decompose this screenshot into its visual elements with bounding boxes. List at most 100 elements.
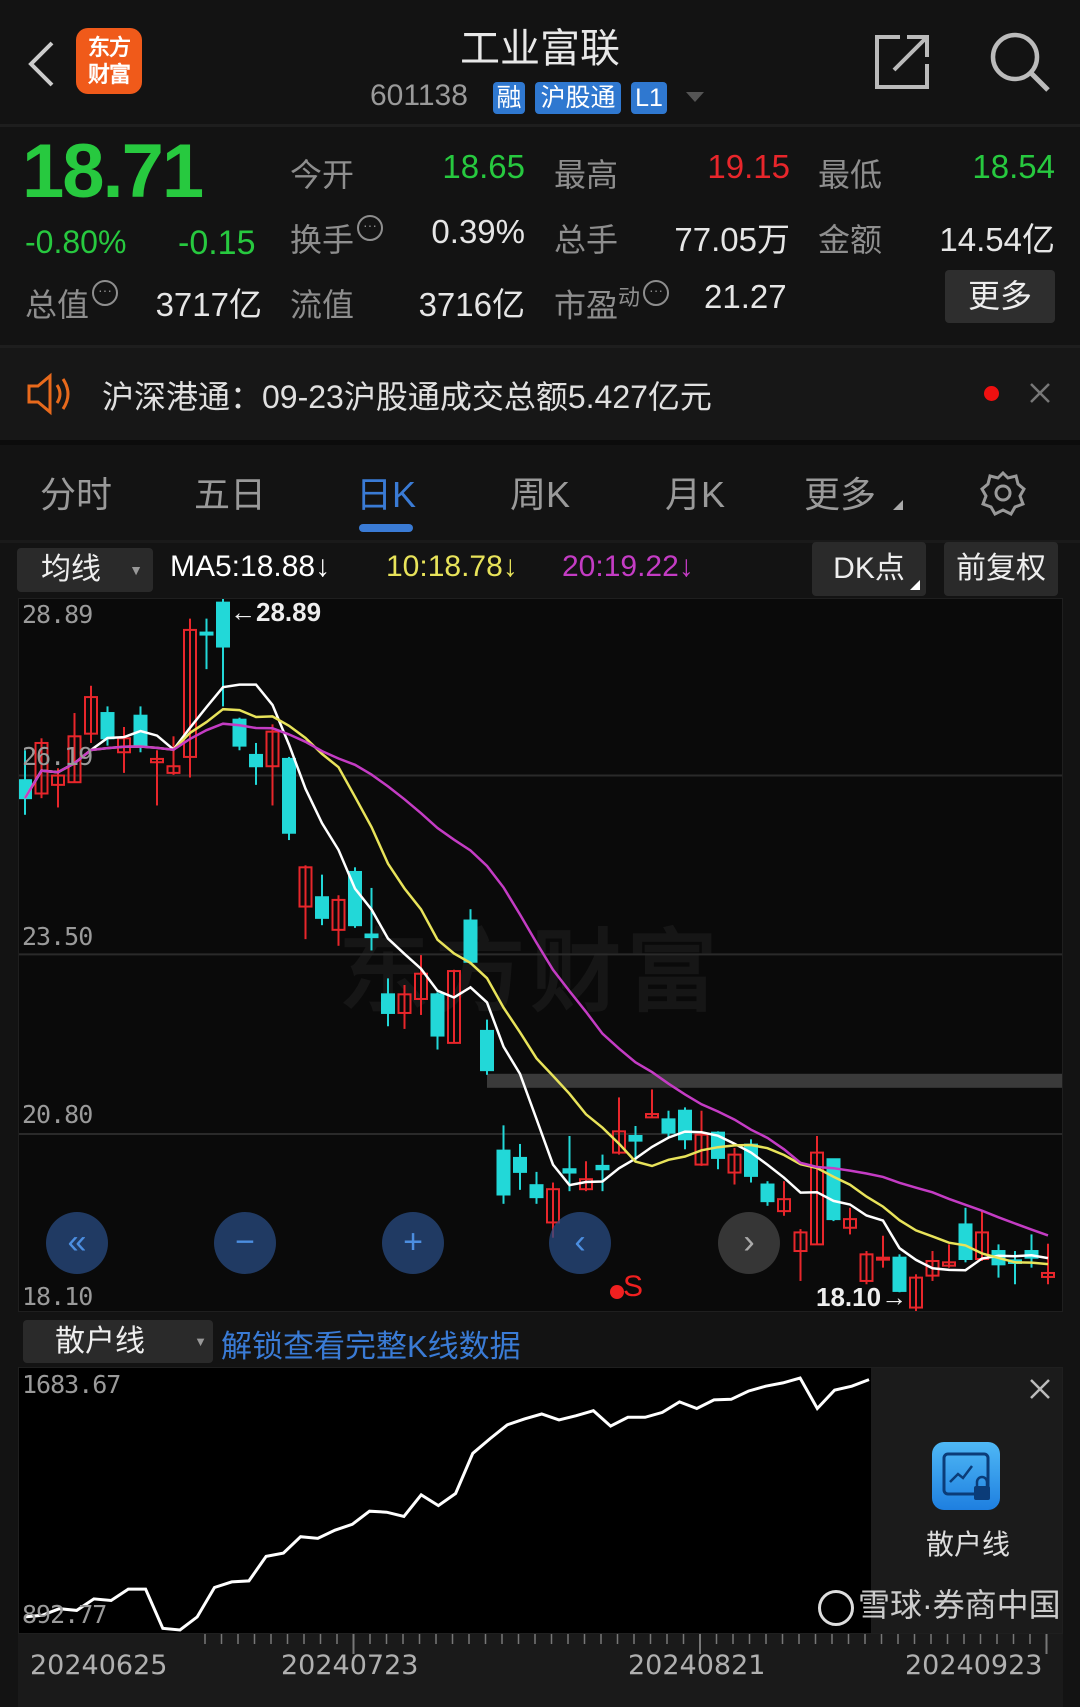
candle-body <box>876 1256 890 1261</box>
turnover-label: 换手 ··· <box>290 215 384 261</box>
sub-chart[interactable] <box>18 1367 1063 1634</box>
share-icon[interactable] <box>872 32 934 92</box>
candle-body <box>562 1168 577 1174</box>
notice-bar[interactable]: 沪深港通：09-23沪股通成交总额5.427亿元 <box>0 348 1080 440</box>
x-tick-label: 20240821 <box>628 1650 766 1681</box>
corner-triangle-icon <box>910 580 920 590</box>
turnover-label-text: 换手 <box>290 222 355 258</box>
candle-body <box>166 765 181 774</box>
candle-body <box>265 730 280 768</box>
pe-label-text: 市盈 <box>554 287 619 324</box>
candle-body <box>942 1261 956 1267</box>
logo-text: 东方财富 <box>87 35 131 87</box>
unlock-link[interactable]: 解锁查看完整K线数据 <box>221 1329 521 1364</box>
sell-signal-dot <box>610 1285 624 1299</box>
ma5-line <box>23 683 1049 1272</box>
candle-body <box>447 970 461 1044</box>
badge-margin[interactable]: 融 <box>493 82 525 114</box>
candle-body <box>100 712 115 740</box>
candle-body <box>628 1134 643 1142</box>
scroll-to-start-button[interactable]: « <box>46 1212 108 1274</box>
tab-monthly-k[interactable]: 月K <box>664 474 726 515</box>
mktcap-label-text: 总值 <box>25 287 90 323</box>
candle-body <box>661 1118 676 1134</box>
candle-body <box>546 1188 560 1224</box>
candle-body <box>892 1256 907 1292</box>
scroll-left-button[interactable]: ‹ <box>549 1212 611 1274</box>
current-price: 18.71 <box>22 129 204 214</box>
zoom-in-button[interactable]: + <box>382 1212 444 1274</box>
tab-five-day[interactable]: 五日 <box>193 474 267 515</box>
double-chevron-left-icon: « <box>67 1223 87 1261</box>
sub-y-axis-label: 892.77 <box>22 1600 107 1629</box>
x-tick-label: 20240625 <box>30 1650 168 1681</box>
indicator-dropdown[interactable]: 均线 ▼ <box>17 548 153 592</box>
candle-body <box>34 741 49 795</box>
badge-connect[interactable]: 沪股通 <box>535 82 621 114</box>
candle-body <box>232 718 247 747</box>
turnover-value: 0.39% <box>431 213 525 250</box>
low-label: 最低 <box>818 157 883 193</box>
stock-code: 601138 <box>370 79 468 112</box>
tab-more[interactable]: 更多 <box>803 474 877 515</box>
zoom-out-button[interactable]: − <box>214 1212 276 1274</box>
candle-body <box>529 1184 544 1199</box>
tab-daily-k[interactable]: 日K <box>355 474 417 515</box>
candle-body <box>727 1153 742 1174</box>
close-icon[interactable] <box>1029 1378 1051 1400</box>
close-icon[interactable] <box>1029 382 1051 404</box>
unread-dot <box>984 386 999 401</box>
search-icon[interactable] <box>988 30 1052 94</box>
pe-sup: 动 <box>618 285 641 310</box>
y-axis-label: 26.19 <box>22 742 93 771</box>
change-amount: -0.15 <box>178 224 256 262</box>
chart-watermark: 东方财富 <box>339 923 723 1023</box>
minus-icon: − <box>235 1223 255 1261</box>
indicator-dropdown-label: 均线 <box>41 553 101 586</box>
retail-line-app-icon[interactable] <box>932 1442 1000 1510</box>
gear-icon[interactable] <box>980 470 1026 516</box>
volume-value: 77.05万 <box>674 221 790 258</box>
x-axis <box>18 1634 1063 1707</box>
chevron-left-icon: ‹ <box>574 1223 586 1261</box>
min-price-annotation: 18.10→ <box>816 1282 908 1312</box>
footer-watermark: 雪球·券商中国 <box>818 1580 1061 1626</box>
ma20-value: 20:19.22↓ <box>562 550 694 583</box>
volume-label: 总手 <box>554 222 619 258</box>
scroll-right-button[interactable]: › <box>718 1212 780 1274</box>
dk-point-button[interactable]: DK点 <box>812 542 926 596</box>
chevron-down-icon[interactable] <box>686 92 704 104</box>
amount-value: 14.54亿 <box>939 221 1055 258</box>
tab-weekly-k[interactable]: 周K <box>509 474 571 515</box>
y-axis-label: 20.80 <box>22 1100 93 1129</box>
candle-body <box>249 753 263 768</box>
badge-level[interactable]: L1 <box>631 82 667 114</box>
tab-intraday[interactable]: 分时 <box>39 474 113 515</box>
info-icon[interactable]: ··· <box>357 215 384 241</box>
back-icon[interactable] <box>26 40 56 88</box>
candle-body <box>315 896 329 919</box>
info-icon[interactable]: ··· <box>92 280 119 306</box>
candle-body <box>381 993 395 1014</box>
more-button[interactable]: 更多 <box>945 270 1055 323</box>
candle-body <box>348 870 362 927</box>
change-percent: -0.80% <box>25 224 127 260</box>
sub-indicator-dropdown[interactable]: 散户线 ▼ <box>23 1320 213 1363</box>
sub-y-axis-label: 1683.67 <box>22 1370 121 1399</box>
high-value: 19.15 <box>707 148 790 185</box>
adjust-button[interactable]: 前复权 <box>944 542 1058 596</box>
info-icon[interactable]: ··· <box>643 280 670 306</box>
max-price-annotation: ←28.89 <box>230 597 322 627</box>
candle-body <box>298 866 313 908</box>
candle-body <box>51 774 65 786</box>
candle-body <box>909 1276 923 1309</box>
kline-svg <box>19 599 1062 1311</box>
y-axis-label: 18.10 <box>22 1282 93 1311</box>
speaker-icon <box>27 372 70 416</box>
high-label: 最高 <box>554 157 619 193</box>
plus-icon: + <box>403 1223 423 1261</box>
notice-text[interactable]: 沪深港通：09-23沪股通成交总额5.427亿元 <box>102 379 712 415</box>
candle-body <box>958 1223 973 1261</box>
y-axis-label: 28.89 <box>22 600 93 629</box>
kline-chart[interactable]: 东方财富 <box>18 598 1063 1312</box>
